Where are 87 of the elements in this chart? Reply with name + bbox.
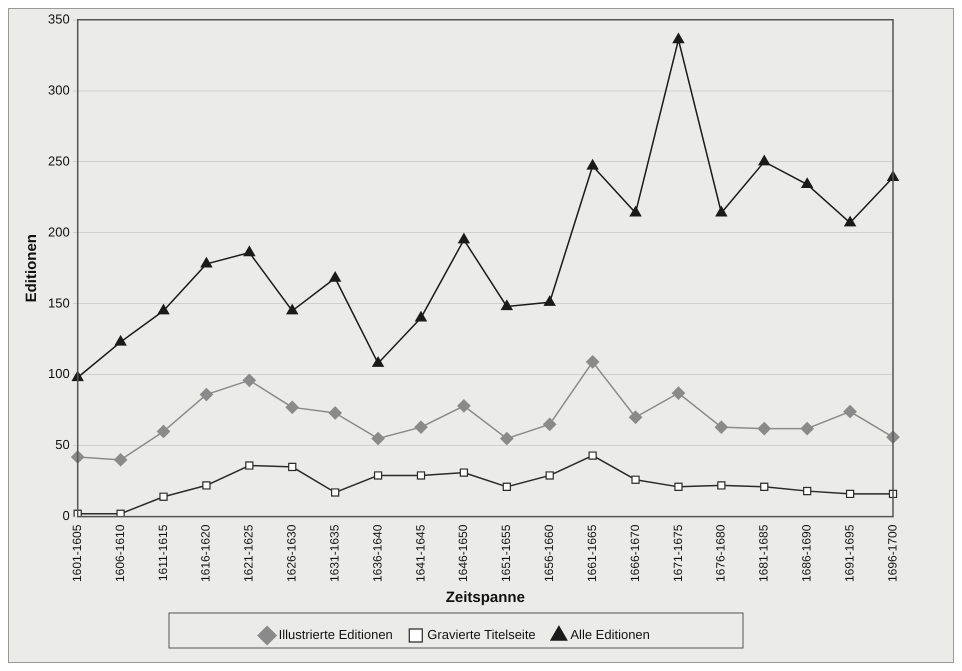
point (717, 481, 726, 490)
point (586, 355, 600, 368)
point (500, 432, 514, 446)
x-tick-label: 1616-1620 (198, 524, 213, 582)
x-tick-label: 1631-1635 (327, 524, 342, 582)
point (543, 418, 556, 431)
point (114, 453, 128, 466)
point (286, 304, 298, 314)
x-tick-label: 1656-1660 (542, 524, 556, 582)
point (628, 410, 642, 424)
x-tick-label: 1626-1630 (284, 524, 299, 582)
point (631, 476, 640, 484)
point (156, 424, 170, 438)
x-tick-label: 1681-1685 (756, 524, 771, 582)
point (159, 492, 168, 501)
point (800, 422, 814, 436)
point (372, 356, 384, 367)
x-tick-label: 1696-1700 (885, 524, 900, 582)
x-tick-label: 1661-1665 (584, 524, 599, 582)
point (414, 420, 428, 434)
point (460, 468, 468, 477)
legend-label: Alle Editionen (570, 627, 650, 642)
x-tick-label: 1601-1605 (70, 524, 84, 582)
point (714, 420, 728, 434)
point (501, 300, 513, 310)
y-tick-label: 200 (48, 224, 70, 240)
point (245, 461, 254, 470)
x-tick-label: 1646-1650 (456, 524, 470, 582)
y-axis-title: Editionen (23, 234, 40, 302)
legend-label: Gravierte Titelseite (427, 627, 536, 642)
point (844, 216, 856, 226)
point (588, 451, 597, 460)
point (801, 178, 813, 188)
x-tick-label: 1621-1625 (242, 524, 256, 582)
point (114, 335, 126, 346)
point (458, 233, 470, 244)
point (202, 481, 211, 490)
x-tick-label: 1651-1655 (499, 524, 514, 582)
point (415, 311, 427, 322)
point (242, 374, 256, 387)
y-tick-label: 150 (48, 295, 70, 310)
point (371, 432, 385, 446)
point (758, 422, 771, 436)
point (457, 399, 470, 412)
point (672, 33, 684, 44)
x-tick-label: 1666-1670 (628, 524, 642, 582)
point (502, 482, 511, 491)
y-tick-label: 100 (48, 366, 70, 382)
point (586, 159, 598, 170)
point (843, 404, 857, 418)
x-tick-label: 1676-1680 (714, 524, 728, 582)
point (374, 471, 382, 480)
point (331, 488, 340, 497)
x-tick-label: 1671-1675 (670, 524, 685, 582)
point (846, 490, 854, 498)
x-tick-label: 1636-1640 (370, 524, 384, 582)
y-tick-label: 350 (48, 11, 70, 26)
x-tick-label: 1611-1615 (156, 524, 170, 582)
x-axis-title: Zeitspanne (446, 589, 525, 606)
point (674, 482, 683, 491)
point (328, 406, 342, 420)
point (288, 462, 296, 472)
x-tick-label: 1606-1610 (112, 524, 127, 582)
x-tick-label: 1686-1690 (799, 524, 814, 582)
y-tick-label: 300 (48, 82, 70, 98)
point (760, 482, 768, 491)
point (803, 486, 812, 496)
point (544, 296, 556, 306)
x-tick-label: 1641-1645 (413, 524, 428, 582)
point (329, 272, 341, 282)
y-tick-label: 0 (62, 508, 70, 524)
x-tick-label: 1691-1695 (842, 524, 856, 582)
y-tick-label: 50 (55, 437, 70, 452)
y-tick-label: 250 (48, 153, 70, 168)
point (200, 388, 214, 402)
point (672, 386, 686, 400)
point (416, 471, 426, 480)
point (758, 155, 770, 166)
point (630, 206, 642, 216)
point (244, 246, 256, 256)
point (158, 304, 170, 314)
point (716, 206, 728, 216)
point (200, 257, 212, 268)
point (116, 510, 125, 517)
point (546, 471, 554, 480)
point (286, 400, 299, 414)
legend-label: Illustrierte Editionen (278, 627, 393, 642)
